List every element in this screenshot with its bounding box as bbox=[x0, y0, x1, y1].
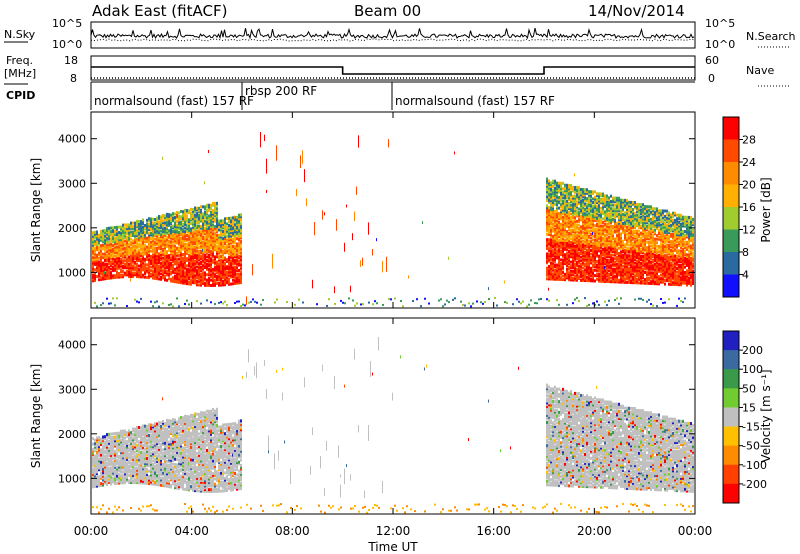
beam-title: Beam 00 bbox=[354, 2, 421, 20]
colorbar-swatch bbox=[723, 274, 739, 298]
y-tick-label: 3000 bbox=[58, 177, 86, 190]
nave-tick-bottom: 0 bbox=[708, 72, 715, 85]
colorbar-tick-label: 200 bbox=[742, 344, 763, 357]
x-tick-label: 20:00 bbox=[577, 524, 612, 538]
colorbar-swatch bbox=[723, 139, 739, 163]
power-ylabel: Slant Range [km] bbox=[29, 158, 43, 262]
x-tick-label: 00:00 bbox=[678, 524, 713, 538]
y-tick-label: 1000 bbox=[58, 472, 86, 485]
colorbar-swatch bbox=[723, 407, 739, 428]
colorbar-tick-label: 15 bbox=[742, 401, 756, 414]
colorbar-swatch bbox=[723, 331, 739, 351]
colorbar-swatch bbox=[723, 162, 739, 185]
nsearch-tick-top: 10^5 bbox=[705, 17, 735, 30]
colorbar-tick-label: 24 bbox=[742, 156, 756, 169]
cpid-segment-1: normalsound (fast) 157 RF bbox=[94, 94, 254, 108]
colorbar-swatch bbox=[723, 369, 739, 389]
x-tick-label: 12:00 bbox=[376, 524, 411, 538]
nsky-tick-bottom: 10^0 bbox=[52, 38, 82, 51]
nsky-tick-top: 10^5 bbox=[52, 17, 82, 30]
y-tick-label: 2000 bbox=[58, 428, 86, 441]
velocity-colorbar-label: Velocity [m s⁻¹] bbox=[759, 369, 773, 462]
freq-panel bbox=[90, 55, 696, 81]
colorbar-tick-label: 20 bbox=[742, 179, 756, 192]
colorbar-swatch bbox=[723, 445, 739, 466]
date-title: 14/Nov/2014 bbox=[588, 2, 685, 20]
colorbar-swatch bbox=[723, 350, 739, 370]
x-tick-label: 16:00 bbox=[476, 524, 511, 538]
colorbar-tick-label: 16 bbox=[742, 201, 756, 214]
colorbar-tick-label: 4 bbox=[742, 269, 749, 282]
y-tick-label: 1000 bbox=[58, 266, 86, 279]
power-colorbar-label: Power [dB] bbox=[759, 177, 773, 242]
nsky-trace bbox=[90, 27, 695, 40]
freq-label: Freq. bbox=[6, 54, 33, 67]
y-tick-label: 2000 bbox=[58, 222, 86, 235]
colorbar-tick-label: 8 bbox=[742, 246, 749, 259]
colorbar-tick-label: -15 bbox=[742, 421, 760, 434]
colorbar-swatch bbox=[723, 464, 739, 485]
velocity-heatmap bbox=[92, 337, 694, 514]
cpid-label: CPID bbox=[6, 89, 35, 102]
freq-tick-bottom: 8 bbox=[70, 72, 77, 85]
cpid-segment-3: normalsound (fast) 157 RF bbox=[395, 94, 555, 108]
power-heatmap bbox=[92, 131, 694, 308]
freq-tick-top: 18 bbox=[64, 54, 78, 67]
freq-trace bbox=[91, 66, 695, 75]
colorbar-swatch bbox=[723, 207, 739, 230]
colorbar-tick-label: -100 bbox=[742, 459, 767, 472]
colorbar-swatch bbox=[723, 184, 739, 208]
nave-label: Nave bbox=[746, 64, 774, 77]
velocity-colorbar: 200 100 50 15 -15 -50 -100 -200 bbox=[722, 330, 767, 504]
colorbar-tick-label: -200 bbox=[742, 478, 767, 491]
colorbar-swatch bbox=[723, 252, 739, 275]
colorbar-tick-label: -50 bbox=[742, 440, 760, 453]
power-colorbar: 28 24 20 16 12 8 4 bbox=[722, 116, 756, 298]
colorbar-swatch bbox=[723, 426, 739, 447]
nsky-panel bbox=[90, 21, 696, 49]
cpid-segment-2: rbsp 200 RF bbox=[245, 84, 317, 98]
y-tick-label: 4000 bbox=[58, 339, 86, 352]
x-tick-label: 04:00 bbox=[174, 524, 209, 538]
x-axis-label: Time UT bbox=[367, 540, 418, 554]
y-tick-label: 3000 bbox=[58, 383, 86, 396]
nsearch-tick-bottom: 10^0 bbox=[705, 38, 735, 51]
colorbar-swatch bbox=[723, 388, 739, 408]
nsearch-trace bbox=[90, 38, 695, 42]
station-title: Adak East (fitACF) bbox=[92, 2, 227, 20]
colorbar-swatch bbox=[723, 229, 739, 253]
freq-unit: [MHz] bbox=[4, 67, 36, 80]
colorbar-tick-label: 50 bbox=[742, 382, 756, 395]
colorbar-swatch bbox=[723, 117, 739, 140]
nave-tick-top: 60 bbox=[705, 54, 719, 67]
colorbar-tick-label: 28 bbox=[742, 134, 756, 147]
x-tick-label: 08:00 bbox=[275, 524, 310, 538]
nsearch-label: N.Search bbox=[746, 30, 796, 43]
y-tick-label: 4000 bbox=[58, 133, 86, 146]
velocity-ylabel: Slant Range [km] bbox=[29, 364, 43, 468]
colorbar-tick-label: 100 bbox=[742, 363, 763, 376]
colorbar-tick-label: 12 bbox=[742, 224, 756, 237]
x-tick-label: 00:00 bbox=[74, 524, 109, 538]
nsky-label: N.Sky bbox=[4, 28, 36, 41]
colorbar-swatch bbox=[723, 483, 739, 504]
